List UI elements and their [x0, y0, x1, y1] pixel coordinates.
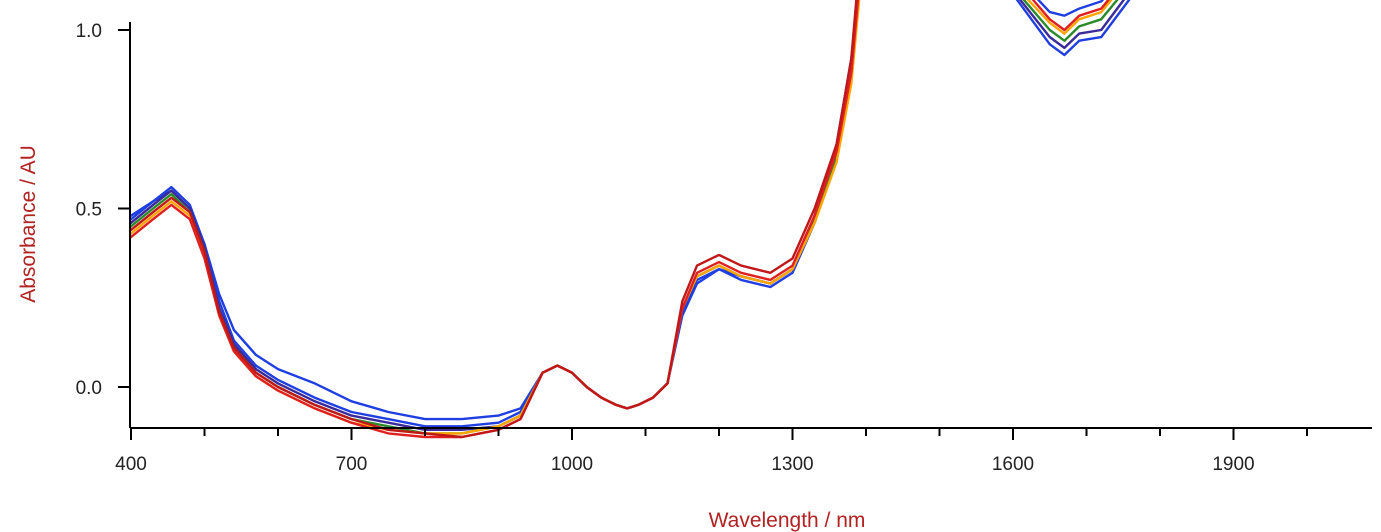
spectrum-line-1	[129, 0, 1105, 421]
spectrum-line-4	[129, 0, 1119, 435]
y-tick-label: 0.5	[76, 200, 102, 221]
x-axis-title: Wavelength / nm	[709, 509, 866, 532]
spectrum-line-7	[129, 0, 858, 439]
series-layer	[129, 0, 1131, 439]
x-tick-label: 700	[336, 454, 368, 475]
spectrum-line-2	[129, 0, 1131, 428]
y-axis-ticks: 0.00.51.01.52.0	[76, 21, 130, 399]
x-axis-ticks: 400 700 1000 1300 1600 1900	[115, 428, 1308, 475]
x-tick-label: 1900	[1212, 454, 1254, 475]
spectrum-line-3	[129, 0, 1126, 431]
y-tick-label: 0.0	[76, 378, 102, 399]
y-tick-label: 1.0	[76, 21, 102, 42]
x-tick-label: 1000	[551, 454, 593, 475]
spectrum-line-6	[129, 0, 1110, 439]
x-tick-label: 1600	[992, 454, 1034, 475]
spectrum-line-5	[129, 0, 1113, 435]
x-tick-label: 1300	[771, 454, 813, 475]
y-axis-title: Absorbance / AU	[17, 145, 40, 303]
x-tick-label: 400	[115, 454, 147, 475]
